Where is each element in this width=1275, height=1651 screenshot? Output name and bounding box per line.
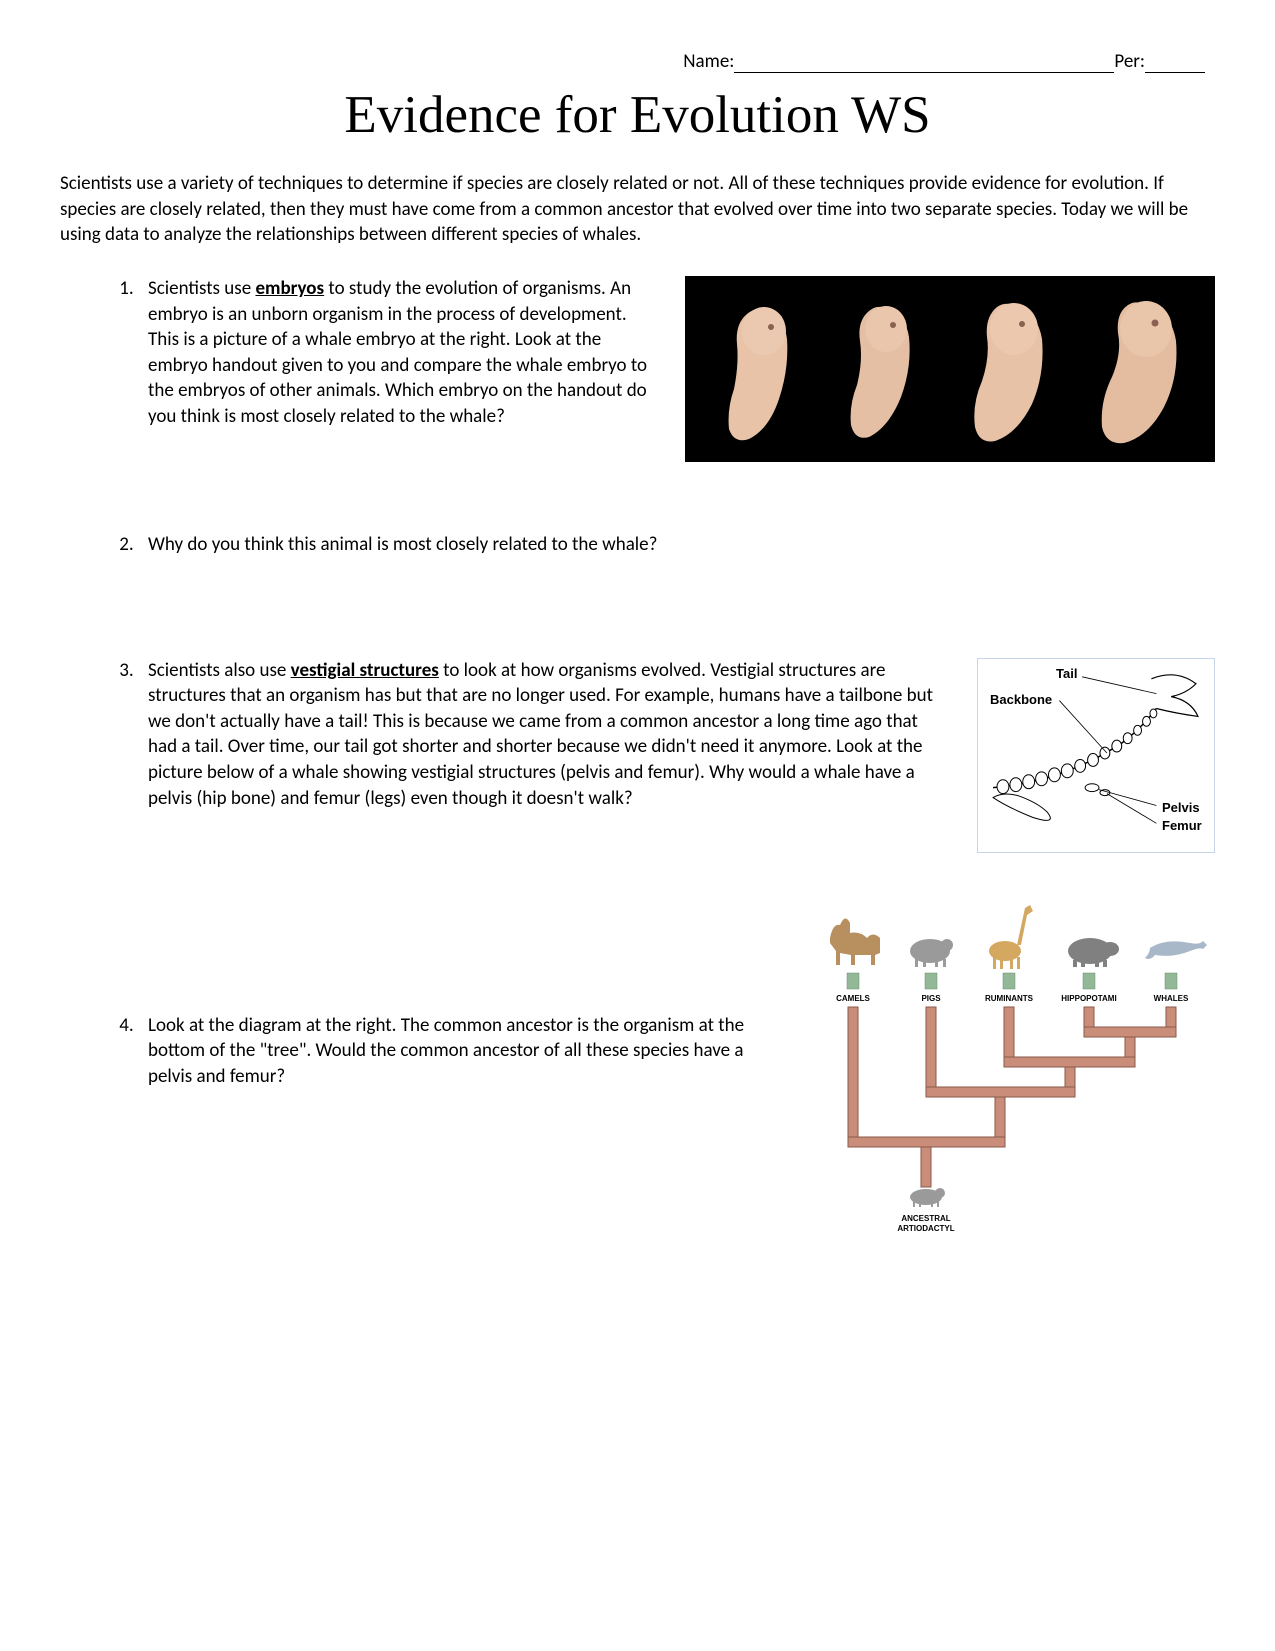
per-label: Per: xyxy=(1114,50,1145,73)
question-3: Scientists also use vestigial structures… xyxy=(138,658,1215,853)
label-tail: Tail xyxy=(1056,665,1077,683)
question-4-text: Look at the diagram at the right. The co… xyxy=(148,873,775,1090)
question-1: Scientists use embryos to study the evol… xyxy=(138,276,1215,462)
term-vestigial: vestigial structures xyxy=(291,659,439,682)
question-1-text: Scientists use embryos to study the evol… xyxy=(148,276,655,430)
tree-label-ancestor-2: ARTIODACTYL xyxy=(897,1224,954,1233)
embryo-figure xyxy=(685,276,1215,462)
label-pelvis: Pelvis xyxy=(1162,799,1200,817)
animal-camel xyxy=(830,918,880,965)
intro-paragraph: Scientists use a variety of techniques t… xyxy=(60,171,1215,248)
term-embryos: embryos xyxy=(255,277,324,300)
tree-label-pigs: PIGS xyxy=(921,994,941,1003)
tree-label-camels: CAMELS xyxy=(836,994,870,1003)
tree-label-ruminants: RUMINANTS xyxy=(985,994,1034,1003)
embryo-4 xyxy=(1086,289,1191,449)
animal-pig xyxy=(910,939,953,967)
animal-whale xyxy=(1145,941,1207,959)
question-list: Scientists use embryos to study the evol… xyxy=(60,276,1215,1243)
whale-skeleton-figure: Tail Backbone Pelvis Femur xyxy=(977,658,1215,853)
embryo-3 xyxy=(957,289,1057,449)
tree-label-hippo: HIPPOPOTAMI xyxy=(1061,994,1116,1003)
embryo-background xyxy=(685,276,1215,462)
question-4: Look at the diagram at the right. The co… xyxy=(138,873,1215,1243)
per-blank[interactable] xyxy=(1145,55,1205,73)
question-2-text: Why do you think this animal is most clo… xyxy=(148,533,657,556)
ancestral-animal xyxy=(910,1188,945,1207)
tree-label-ancestor-1: ANCESTRAL xyxy=(901,1214,950,1223)
phylogenetic-tree-figure: CAMELS PIGS RUMINANTS HIPPOPOTAMI WHALES xyxy=(795,883,1215,1243)
name-blank[interactable] xyxy=(734,55,1114,73)
question-2: Why do you think this animal is most clo… xyxy=(138,532,1215,558)
header-line: Name: Per: xyxy=(60,50,1215,73)
tree-label-whales: WHALES xyxy=(1154,994,1189,1003)
animal-hippo xyxy=(1068,938,1119,967)
tree-svg: CAMELS PIGS RUMINANTS HIPPOPOTAMI WHALES xyxy=(795,883,1215,1243)
label-backbone: Backbone xyxy=(990,691,1052,709)
label-femur: Femur xyxy=(1162,817,1202,835)
question-3-text: Scientists also use vestigial structures… xyxy=(148,658,947,812)
embryo-1 xyxy=(709,289,804,449)
page-title: Evidence for Evolution WS xyxy=(60,85,1215,145)
animal-giraffe xyxy=(989,905,1033,969)
name-label: Name: xyxy=(683,50,734,73)
embryo-2 xyxy=(833,289,928,449)
